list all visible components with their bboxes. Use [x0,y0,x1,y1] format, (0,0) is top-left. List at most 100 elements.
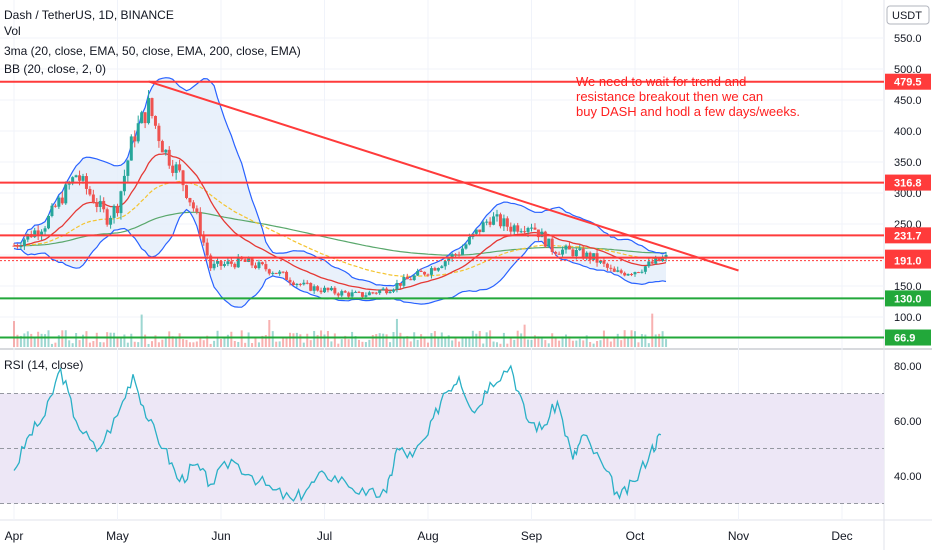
candle-body [326,287,330,291]
volume-bar [447,335,450,347]
candle-body [78,175,82,181]
candle-body [450,254,454,259]
volume-bar [237,341,240,347]
level-tag-bg [885,252,931,269]
candle-body [160,141,164,153]
candle-body [343,291,347,293]
volume-bar [316,335,319,347]
candle-body [605,263,609,268]
candle-body [592,253,596,260]
candle-body [567,245,571,250]
vol-legend: Vol [4,24,21,38]
candle-body [295,283,299,285]
candle-body [43,228,47,232]
candle-body [505,218,509,227]
candle-body [612,268,616,272]
candle-body [64,184,68,204]
candle-body [102,200,106,210]
volume-bar [420,334,423,347]
candle-body [633,272,637,275]
candle-body [419,270,423,272]
volume-bar [244,342,247,347]
volume-bar [523,324,526,347]
volume-bar [499,343,502,347]
volume-bar [295,332,298,347]
volume-bar [471,330,474,347]
volume-bar [402,338,405,347]
annotation-line-2: resistance breakout then we can [576,89,764,104]
volume-bar [406,336,409,347]
rsi-tick-label: 40.00 [894,471,922,483]
price-tick-label: 450.0 [894,95,922,107]
volume-bar [337,343,340,347]
volume-bar [606,337,609,347]
volume-bar [395,318,398,347]
candle-body [88,188,92,195]
candle-body [22,239,26,247]
level-tag-bg [885,174,931,191]
volume-bar [364,342,367,347]
candle-body [423,271,427,275]
candle-body [167,149,171,166]
resistance-trendline [148,80,739,272]
volume-bar [19,335,22,347]
volume-bar [544,340,547,347]
candle-body [274,272,278,274]
volume-bar [378,333,381,347]
candle-body [526,228,530,232]
candle-body [392,289,395,292]
candle-body [350,292,354,297]
volume-bar [164,337,167,347]
candle-body [474,229,478,234]
volume-bar [451,340,454,347]
candle-body [519,231,523,233]
candle-body [398,282,402,286]
volume-bar [651,313,654,347]
volume-bar [361,341,364,347]
volume-bar [278,341,281,347]
candle-body [388,291,392,294]
candle-body [564,245,568,250]
candle-body [509,226,513,232]
volume-bar [326,330,329,347]
candle-body [416,270,420,276]
candle-body [402,277,406,286]
time-tick-nov: Nov [728,529,749,543]
volume-bar [264,335,267,347]
candle-body [602,260,606,264]
level-tag-bg [885,290,931,307]
volume-bar [602,330,605,347]
candle-body [492,216,496,225]
candle-body [281,271,285,273]
volume-bar [351,331,354,347]
candle-body [136,123,140,142]
volume-bar [182,339,185,347]
volume-bar [168,331,171,347]
candle-body [336,293,340,296]
level-tag-label: 191.0 [894,256,922,268]
candle-body [15,245,19,247]
candle-body [74,175,78,178]
volume-bar [64,330,67,347]
volume-bar [558,340,561,347]
candle-body [40,231,44,235]
volume-bar [658,333,661,347]
candle-body [212,263,216,269]
candle-body [309,282,313,291]
volume-bar [509,337,512,347]
volume-bar [50,343,53,347]
volume-bar [444,338,447,347]
candle-body [357,291,361,293]
candle-body [661,258,665,262]
candle-body [288,279,292,283]
volume-bar [482,343,485,347]
candle-body [636,272,640,274]
volume-bar [423,336,426,347]
time-tick-aug: Aug [417,529,438,543]
volume-bar [430,333,433,347]
volume-bar [292,333,295,347]
candle-body [164,149,168,153]
candle-body [323,287,326,293]
level-tag-label: 130.0 [894,293,922,305]
volume-bar [368,339,371,347]
